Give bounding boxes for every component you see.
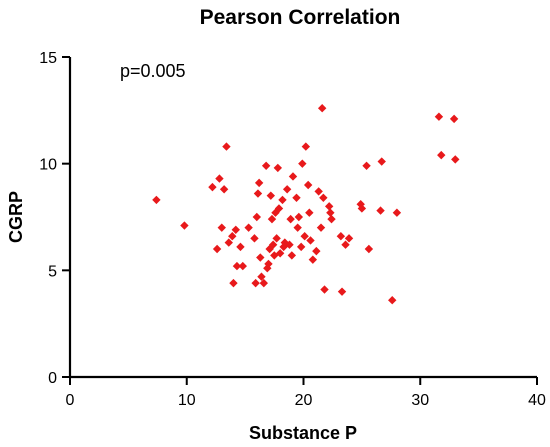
data-point (236, 242, 245, 252)
y-axis-label: CGRP (6, 191, 26, 243)
data-point (298, 159, 307, 168)
data-point (314, 187, 323, 196)
data-point (451, 155, 460, 164)
data-point (308, 255, 318, 264)
data-point (449, 114, 459, 124)
data-point (215, 174, 224, 183)
data-point (437, 150, 446, 160)
data-point (286, 214, 295, 224)
data-point (357, 204, 367, 213)
data-point (259, 278, 269, 288)
data-point (208, 182, 217, 192)
data-points (152, 104, 460, 305)
data-point (377, 157, 386, 166)
data-point (292, 193, 301, 202)
data-point (238, 261, 247, 271)
data-point (327, 214, 336, 224)
data-point (319, 193, 328, 202)
data-point (320, 285, 329, 294)
data-point (278, 195, 287, 205)
data-point (257, 272, 266, 281)
data-point (306, 236, 315, 245)
data-point (274, 204, 284, 213)
x-tick-label: 40 (528, 392, 546, 409)
data-point (434, 112, 444, 121)
data-point (256, 253, 265, 262)
data-point (301, 142, 311, 151)
data-point (275, 249, 285, 258)
x-tick-label: 0 (66, 392, 75, 409)
data-point (293, 223, 302, 232)
y-tick-label: 0 (48, 370, 57, 387)
p-value-annotation: p=0.005 (120, 61, 186, 81)
data-point (312, 246, 321, 256)
x-axis-label: Substance P (249, 423, 357, 443)
data-point (273, 163, 283, 173)
y-tick-label: 10 (39, 157, 57, 174)
data-point (222, 142, 231, 151)
x-tick-label: 20 (295, 392, 313, 409)
data-point (336, 232, 346, 241)
data-point (388, 296, 397, 305)
data-point (253, 189, 263, 198)
data-point (267, 214, 277, 224)
y-tick-label: 5 (48, 263, 57, 280)
data-point (337, 287, 347, 296)
data-point (362, 161, 371, 170)
data-point (268, 240, 278, 249)
data-point (180, 221, 189, 230)
data-point (152, 195, 161, 205)
data-point (224, 238, 233, 247)
data-point (264, 259, 273, 269)
data-point (232, 261, 242, 271)
data-point (326, 208, 335, 217)
data-point (296, 242, 306, 252)
data-point (229, 278, 238, 288)
data-point (251, 278, 260, 288)
data-point (228, 232, 237, 241)
data-point (341, 240, 350, 249)
data-point (288, 172, 298, 181)
data-point (364, 244, 374, 254)
data-point (244, 223, 253, 232)
x-axis-ticks: 0 10 20 30 40 (66, 377, 546, 409)
data-point (265, 244, 274, 254)
data-point (294, 212, 304, 222)
x-tick-label: 10 (178, 392, 196, 409)
data-point (217, 223, 226, 232)
data-point (212, 244, 222, 254)
y-axis-ticks: 0 5 10 15 (39, 50, 70, 387)
y-tick-label: 15 (39, 50, 57, 67)
x-tick-label: 30 (411, 392, 429, 409)
data-point (300, 232, 309, 241)
data-point (279, 242, 288, 252)
data-point (254, 178, 264, 188)
data-point (231, 225, 240, 234)
data-point (261, 161, 271, 170)
data-point (305, 208, 314, 217)
data-point (392, 208, 402, 217)
data-point (285, 240, 294, 249)
data-point (316, 223, 326, 232)
data-point (219, 185, 229, 194)
data-point (250, 234, 259, 243)
data-point (376, 206, 385, 215)
data-point (324, 202, 334, 211)
data-point (282, 185, 292, 194)
data-point (317, 104, 327, 113)
chart-title: Pearson Correlation (200, 6, 401, 29)
data-point (272, 234, 281, 243)
data-point (252, 212, 261, 222)
data-point (266, 191, 276, 200)
data-point (344, 234, 354, 243)
data-point (287, 251, 297, 260)
data-point (303, 180, 313, 190)
